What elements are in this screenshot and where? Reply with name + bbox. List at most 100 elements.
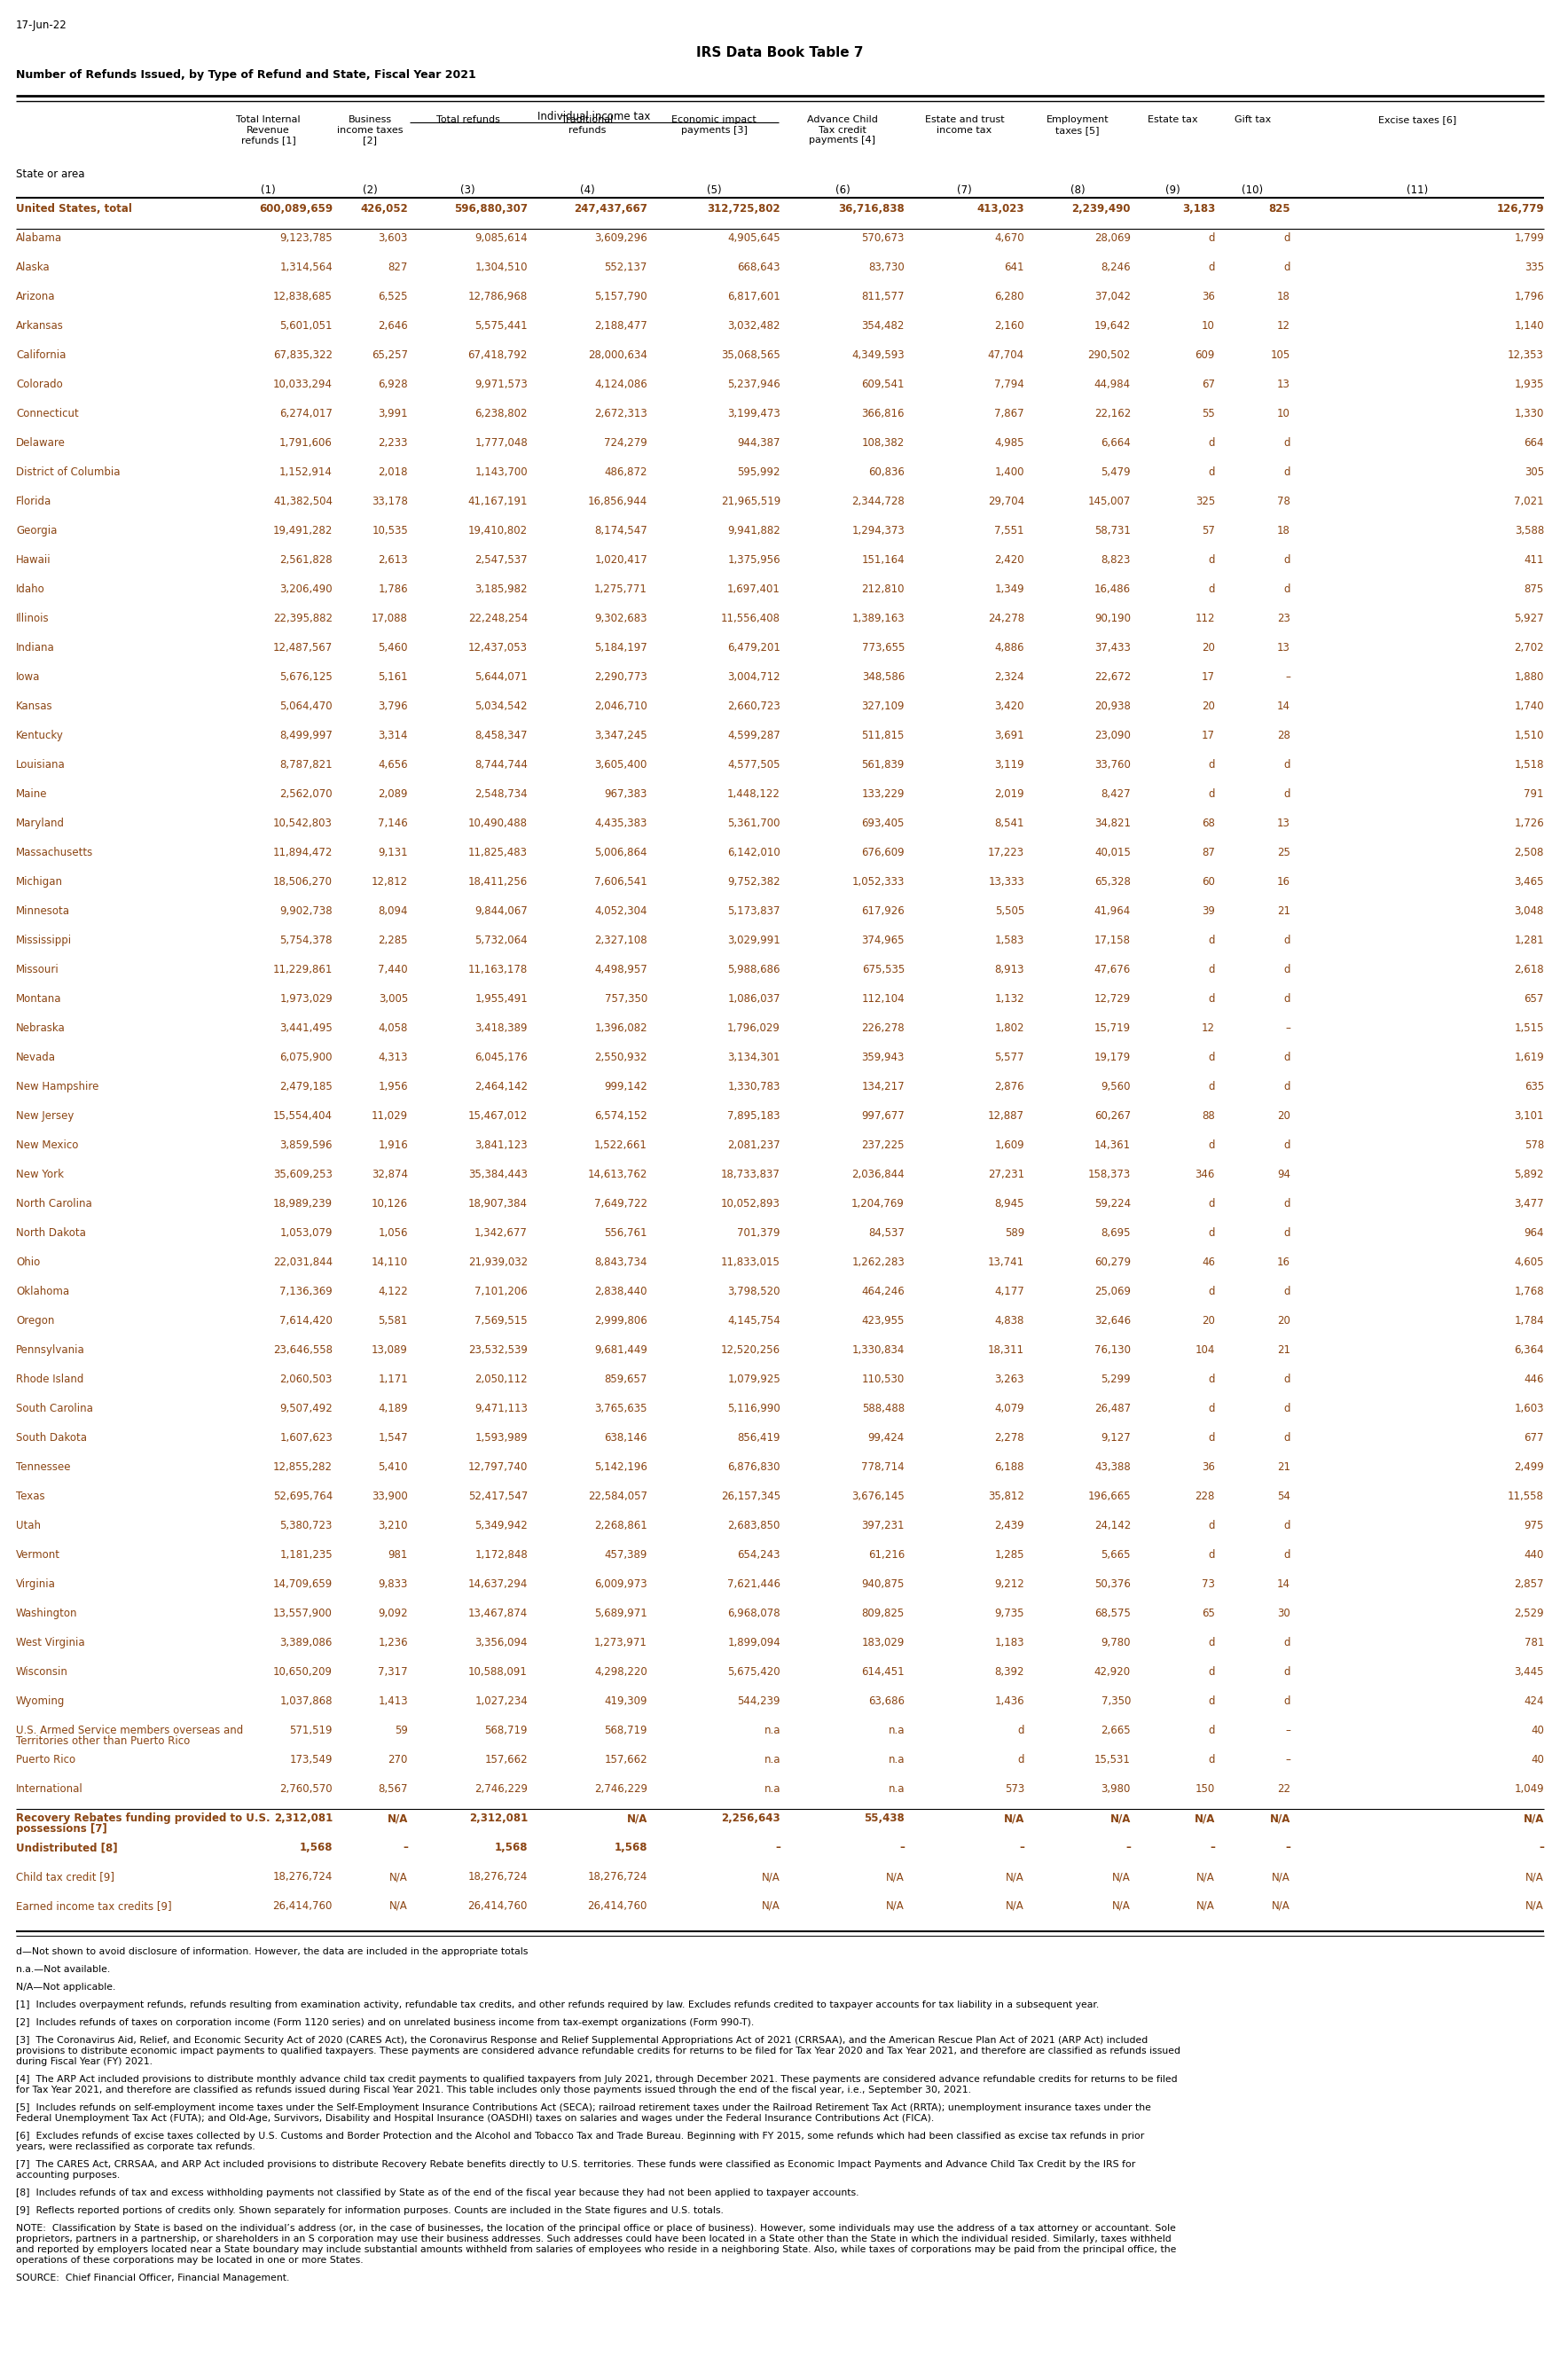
Text: 6,968,078: 6,968,078	[727, 1606, 780, 1618]
Text: 1,172,848: 1,172,848	[474, 1549, 527, 1561]
Text: 47,704: 47,704	[987, 350, 1025, 362]
Text: 2,324: 2,324	[995, 671, 1025, 683]
Text: (9): (9)	[1165, 183, 1181, 195]
Text: [7]  The CARES Act, CRRSAA, and ARP Act included provisions to distribute Recove: [7] The CARES Act, CRRSAA, and ARP Act i…	[16, 2161, 1136, 2168]
Text: 1,236: 1,236	[378, 1637, 409, 1649]
Text: 212,810: 212,810	[861, 583, 905, 595]
Text: 25,069: 25,069	[1095, 1285, 1131, 1297]
Text: Undistributed [8]: Undistributed [8]	[16, 1842, 117, 1854]
Text: Washington: Washington	[16, 1606, 78, 1618]
Text: 22,672: 22,672	[1094, 671, 1131, 683]
Text: Ohio: Ohio	[16, 1257, 41, 1269]
Text: Traditional
refunds: Traditional refunds	[562, 114, 613, 133]
Text: Individual income tax: Individual income tax	[538, 112, 651, 121]
Text: 3,609,296: 3,609,296	[594, 233, 647, 243]
Text: N/A: N/A	[1195, 1814, 1215, 1823]
Text: d: d	[1017, 1754, 1025, 1766]
Text: 7,551: 7,551	[995, 526, 1025, 536]
Text: 7,867: 7,867	[995, 407, 1025, 419]
Text: 4,886: 4,886	[995, 643, 1025, 654]
Text: d: d	[1284, 1228, 1290, 1238]
Text: North Dakota: North Dakota	[16, 1228, 86, 1238]
Text: 2,562,070: 2,562,070	[279, 788, 332, 800]
Text: 1,294,373: 1,294,373	[852, 526, 905, 536]
Text: 57: 57	[1201, 526, 1215, 536]
Text: 14,613,762: 14,613,762	[588, 1169, 647, 1180]
Text: d: d	[1209, 1521, 1215, 1530]
Text: 3,210: 3,210	[378, 1521, 409, 1530]
Text: [2]  Includes refunds of taxes on corporation income (Form 1120 series) and on u: [2] Includes refunds of taxes on corpora…	[16, 2018, 753, 2028]
Text: 1,568: 1,568	[300, 1842, 332, 1854]
Text: –: –	[1285, 1754, 1290, 1766]
Text: d: d	[1284, 964, 1290, 976]
Text: 33,760: 33,760	[1095, 759, 1131, 771]
Text: 701,379: 701,379	[738, 1228, 780, 1238]
Text: 13,557,900: 13,557,900	[273, 1606, 332, 1618]
Text: 3,691: 3,691	[995, 731, 1025, 740]
Text: d: d	[1284, 1081, 1290, 1092]
Text: 359,943: 359,943	[861, 1052, 905, 1064]
Text: 7,569,515: 7,569,515	[474, 1316, 527, 1326]
Text: 65,328: 65,328	[1095, 876, 1131, 888]
Text: 21: 21	[1278, 1461, 1290, 1473]
Text: 24,278: 24,278	[987, 612, 1025, 624]
Text: 28: 28	[1278, 731, 1290, 740]
Text: 8,094: 8,094	[378, 904, 409, 916]
Text: 13: 13	[1278, 643, 1290, 654]
Text: 2,646: 2,646	[378, 321, 409, 331]
Text: New Mexico: New Mexico	[16, 1140, 78, 1152]
Text: 578: 578	[1524, 1140, 1544, 1152]
Text: 464,246: 464,246	[861, 1285, 905, 1297]
Text: 5,927: 5,927	[1515, 612, 1544, 624]
Text: 2,089: 2,089	[378, 788, 409, 800]
Text: –: –	[1019, 1842, 1025, 1854]
Text: 40,015: 40,015	[1095, 847, 1131, 859]
Text: 68,575: 68,575	[1095, 1606, 1131, 1618]
Text: 457,389: 457,389	[605, 1549, 647, 1561]
Text: 13,089: 13,089	[371, 1345, 409, 1357]
Text: 2,479,185: 2,479,185	[279, 1081, 332, 1092]
Text: 1,304,510: 1,304,510	[474, 262, 527, 274]
Text: 39: 39	[1201, 904, 1215, 916]
Text: 875: 875	[1524, 583, 1544, 595]
Text: 675,535: 675,535	[861, 964, 905, 976]
Text: California: California	[16, 350, 66, 362]
Text: 3,005: 3,005	[379, 992, 409, 1004]
Text: 11,825,483: 11,825,483	[468, 847, 527, 859]
Text: 3,465: 3,465	[1515, 876, 1544, 888]
Text: 3,314: 3,314	[378, 731, 409, 740]
Text: 1,436: 1,436	[995, 1695, 1025, 1706]
Text: 22: 22	[1278, 1783, 1290, 1795]
Text: 305: 305	[1524, 466, 1544, 478]
Text: 5,689,971: 5,689,971	[594, 1606, 647, 1618]
Text: d: d	[1209, 964, 1215, 976]
Text: 825: 825	[1268, 202, 1290, 214]
Text: 4,656: 4,656	[378, 759, 409, 771]
Text: 4,349,593: 4,349,593	[852, 350, 905, 362]
Text: 486,872: 486,872	[604, 466, 647, 478]
Text: 1,140: 1,140	[1515, 321, 1544, 331]
Text: 61,216: 61,216	[867, 1549, 905, 1561]
Text: (2): (2)	[363, 183, 378, 195]
Text: (3): (3)	[460, 183, 476, 195]
Text: N/A: N/A	[1526, 1899, 1544, 1911]
Text: 11,556,408: 11,556,408	[721, 612, 780, 624]
Text: 4,122: 4,122	[378, 1285, 409, 1297]
Text: 17,088: 17,088	[371, 612, 409, 624]
Text: 327,109: 327,109	[861, 700, 905, 712]
Text: 693,405: 693,405	[861, 819, 905, 828]
Text: 5,064,470: 5,064,470	[279, 700, 332, 712]
Text: 1,152,914: 1,152,914	[279, 466, 332, 478]
Text: 6,142,010: 6,142,010	[727, 847, 780, 859]
Text: Nevada: Nevada	[16, 1052, 56, 1064]
Text: 27,231: 27,231	[987, 1169, 1025, 1180]
Text: [3]  The Coronavirus Aid, Relief, and Economic Security Act of 2020 (CARES Act),: [3] The Coronavirus Aid, Relief, and Eco…	[16, 2035, 1148, 2044]
Text: 1,275,771: 1,275,771	[594, 583, 647, 595]
Text: 33,178: 33,178	[371, 495, 409, 507]
Text: Tennessee: Tennessee	[16, 1461, 70, 1473]
Text: 151,164: 151,164	[861, 555, 905, 566]
Text: 2,256,643: 2,256,643	[721, 1814, 780, 1823]
Text: 20,938: 20,938	[1095, 700, 1131, 712]
Text: Economic impact
payments [3]: Economic impact payments [3]	[671, 114, 757, 133]
Text: 18,311: 18,311	[987, 1345, 1025, 1357]
